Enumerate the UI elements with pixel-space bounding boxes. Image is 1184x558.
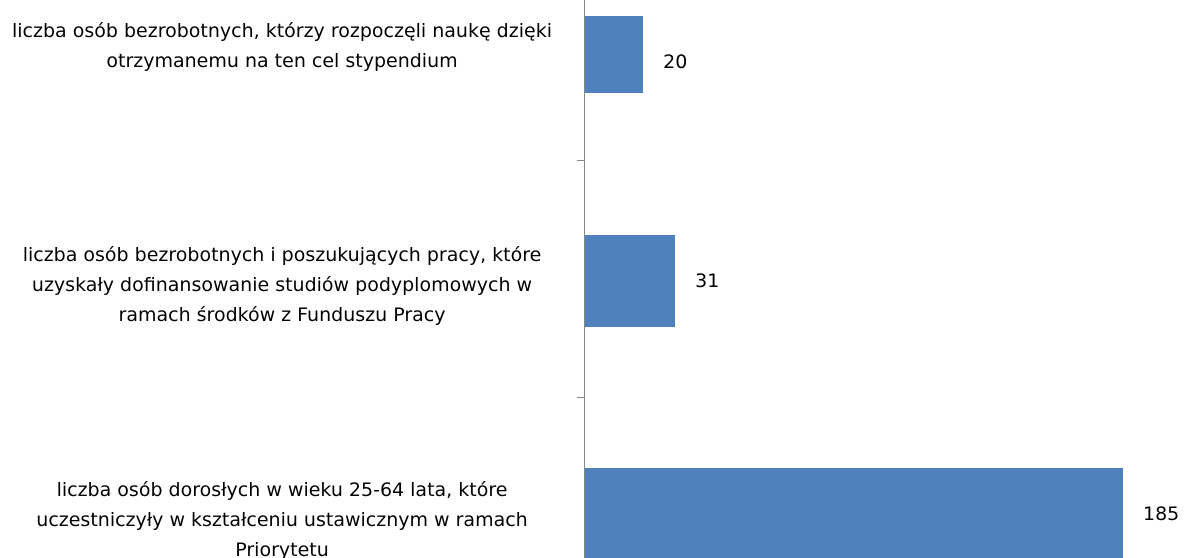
category-label: liczba osób bezrobotnych i poszukujących… [22, 244, 542, 326]
bar [585, 16, 644, 93]
category-label: liczba osób dorosłych w wieku 25-64 lata… [36, 479, 528, 558]
category-axis [584, 0, 585, 558]
bar [585, 235, 676, 327]
data-label: 185 [1143, 503, 1180, 525]
category-separator [577, 397, 585, 398]
data-label: 31 [695, 270, 720, 292]
category-label: liczba osób bezrobotnych, którzy rozpocz… [12, 20, 552, 72]
bar [585, 468, 1123, 558]
category-separator [577, 160, 585, 161]
data-label: 20 [663, 51, 688, 73]
